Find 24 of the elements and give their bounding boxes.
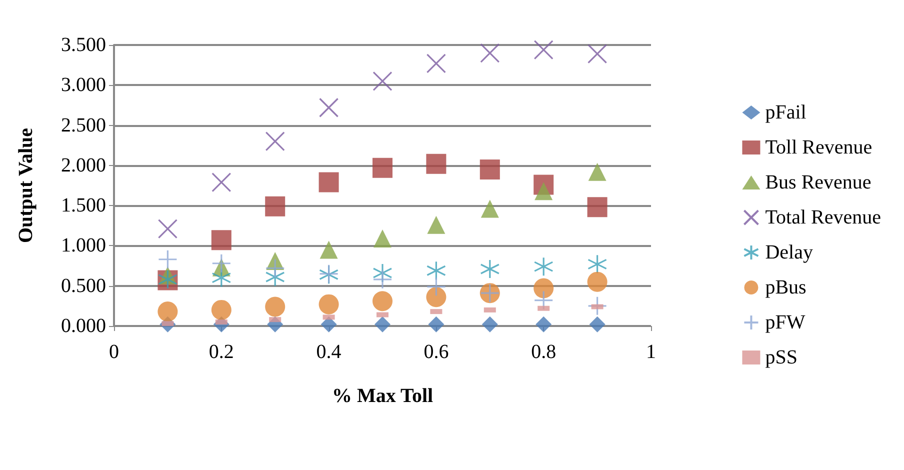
y-tick-label: 3.500 [61,34,106,56]
legend-label: Toll Revenue [765,136,872,158]
x-tick-label: 0 [109,341,119,363]
legend-label: pBus [765,276,807,298]
legend-label: pFail [765,102,807,124]
x-axis-title: % Max Toll [332,385,434,407]
x-tick-label: 0.6 [424,341,449,363]
x-tick-label: 0.2 [208,341,234,363]
x-tick-label: 0.8 [531,341,556,363]
legend-label: Total Revenue [765,206,882,228]
y-tick-label: 1.500 [61,194,106,217]
legend-label: Bus Revenue [765,172,872,194]
y-tick-label: 0.500 [61,274,106,297]
y-axis-title: Output Value [15,128,37,244]
y-tick-label: 3.000 [61,74,106,96]
legend-label: pFW [765,312,806,334]
y-tick-label: 0.000 [61,315,106,337]
legend-label: Delay [765,242,813,264]
y-tick-label: 1.000 [61,234,106,257]
x-tick-label: 0.4 [316,341,342,363]
y-tick-label: 2.500 [61,114,106,136]
y-tick-label: 2.000 [61,154,106,176]
x-tick-label: 1 [646,341,656,363]
legend-label: pSS [765,346,798,368]
